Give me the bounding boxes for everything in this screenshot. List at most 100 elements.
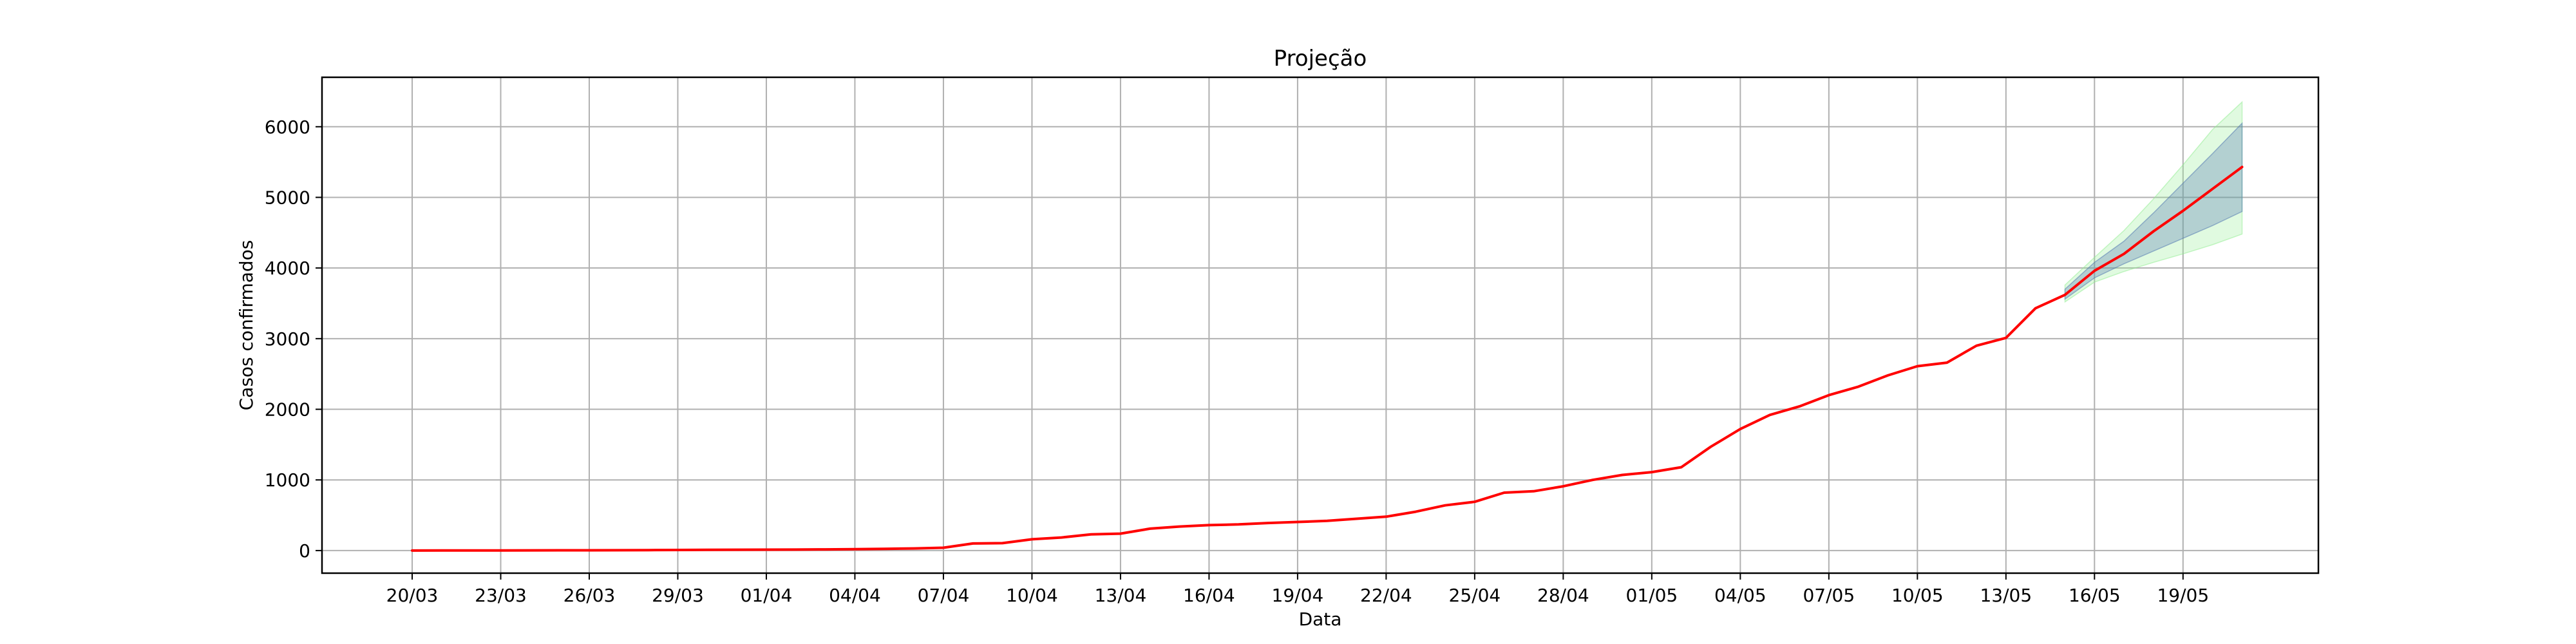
x-tick-label: 22/04 (1360, 585, 1412, 606)
x-tick-label: 07/04 (918, 585, 970, 606)
x-tick-label: 19/05 (2157, 585, 2209, 606)
x-tick-label: 16/05 (2069, 585, 2121, 606)
data-point (853, 548, 856, 551)
x-tick-label: 10/04 (1006, 585, 1058, 606)
data-point (1326, 520, 1329, 522)
data-point (1946, 361, 1948, 364)
plot-frame (321, 76, 2320, 574)
x-tick-label: 04/04 (829, 585, 881, 606)
data-point (1562, 485, 1564, 488)
x-tick-label: 19/04 (1272, 585, 1324, 606)
data-point (1149, 527, 1151, 530)
data-point (1267, 522, 1269, 524)
data-point (1680, 466, 1683, 469)
y-axis: 0 1000 2000 3000 4000 5000 6000 (265, 117, 322, 562)
data-point (411, 549, 413, 552)
y-tick-label: 2000 (265, 399, 310, 421)
data-point (2063, 294, 2067, 296)
x-axis: 20/03 23/03 26/03 29/03 01/04 04/04 07/04 10/04… (386, 573, 2209, 606)
data-point (647, 549, 650, 551)
data-point (1119, 533, 1122, 535)
x-tick-label: 13/04 (1095, 585, 1147, 606)
data-point (1237, 523, 1240, 526)
data-point (883, 547, 886, 550)
data-point (706, 549, 708, 551)
y-tick-label: 4000 (265, 258, 310, 279)
data-point (913, 547, 915, 550)
data-point (1975, 345, 1978, 347)
data-point (1414, 511, 1417, 513)
x-tick-label: 28/04 (1537, 585, 1589, 606)
data-point (558, 549, 561, 552)
x-tick-label: 20/03 (386, 585, 439, 606)
data-point (1591, 478, 1594, 481)
chart-title: Projeção (1274, 46, 1367, 71)
x-tick-label: 04/05 (1714, 585, 1766, 606)
data-point (1503, 491, 1506, 494)
data-point (1090, 533, 1092, 536)
data-point (972, 542, 974, 545)
data-point (735, 549, 738, 551)
data-point (1709, 446, 1712, 448)
x-tick-label: 25/04 (1449, 585, 1501, 606)
data-point (2005, 337, 2007, 339)
data-point (1385, 515, 1387, 518)
x-axis-label: Data (1299, 609, 1342, 630)
data-point (440, 549, 443, 552)
data-point (1001, 542, 1004, 545)
data-point (1621, 473, 1624, 477)
data-point (470, 549, 473, 552)
data-point (499, 549, 502, 552)
y-axis-label: Casos confirmados (236, 240, 257, 411)
x-tick-label: 23/03 (475, 585, 527, 606)
x-tick-label: 01/04 (741, 585, 793, 606)
data-point (1473, 500, 1476, 503)
data-point (2034, 307, 2037, 310)
data-point (618, 549, 620, 552)
data-point (2240, 166, 2244, 168)
data-point (2152, 230, 2155, 232)
x-tick-label: 10/05 (1891, 585, 1944, 606)
x-tick-label: 01/05 (1626, 585, 1678, 606)
data-point (1739, 428, 1741, 430)
data-point (1651, 471, 1653, 473)
x-tick-label: 26/03 (564, 585, 616, 606)
data-point (1060, 536, 1063, 539)
data-point (1296, 520, 1299, 524)
data-point (1532, 490, 1535, 493)
data-point (2123, 252, 2125, 255)
data-point (1798, 405, 1801, 408)
inner-confidence-band (2064, 122, 2243, 300)
data-point (2211, 187, 2214, 190)
data-point (1768, 413, 1771, 416)
grid (322, 77, 2318, 573)
data-point (588, 549, 591, 552)
data-point (2182, 209, 2184, 212)
series-layer (411, 166, 2244, 552)
data-point (1356, 517, 1358, 520)
data-point (1857, 385, 1860, 388)
y-tick-label: 1000 (265, 469, 310, 491)
data-point (824, 548, 827, 551)
x-tick-label: 13/05 (1980, 585, 2032, 606)
data-point (529, 549, 531, 552)
confidence-bands (2064, 100, 2243, 303)
data-point (1030, 538, 1033, 541)
data-point (795, 548, 797, 551)
y-tick-label: 6000 (265, 117, 310, 138)
data-point (765, 548, 768, 551)
data-point (1208, 524, 1210, 527)
x-tick-label: 07/05 (1803, 585, 1855, 606)
x-tick-label: 29/03 (652, 585, 704, 606)
data-point (1916, 365, 1918, 368)
y-tick-label: 5000 (265, 187, 310, 208)
data-point (1444, 504, 1446, 507)
data-point (676, 549, 679, 551)
data-point (1886, 374, 1889, 377)
data-point (1828, 394, 1830, 397)
x-tick-label: 16/04 (1183, 585, 1235, 606)
y-tick-label: 0 (299, 540, 310, 562)
y-tick-label: 3000 (265, 328, 310, 350)
data-point (1179, 526, 1181, 528)
